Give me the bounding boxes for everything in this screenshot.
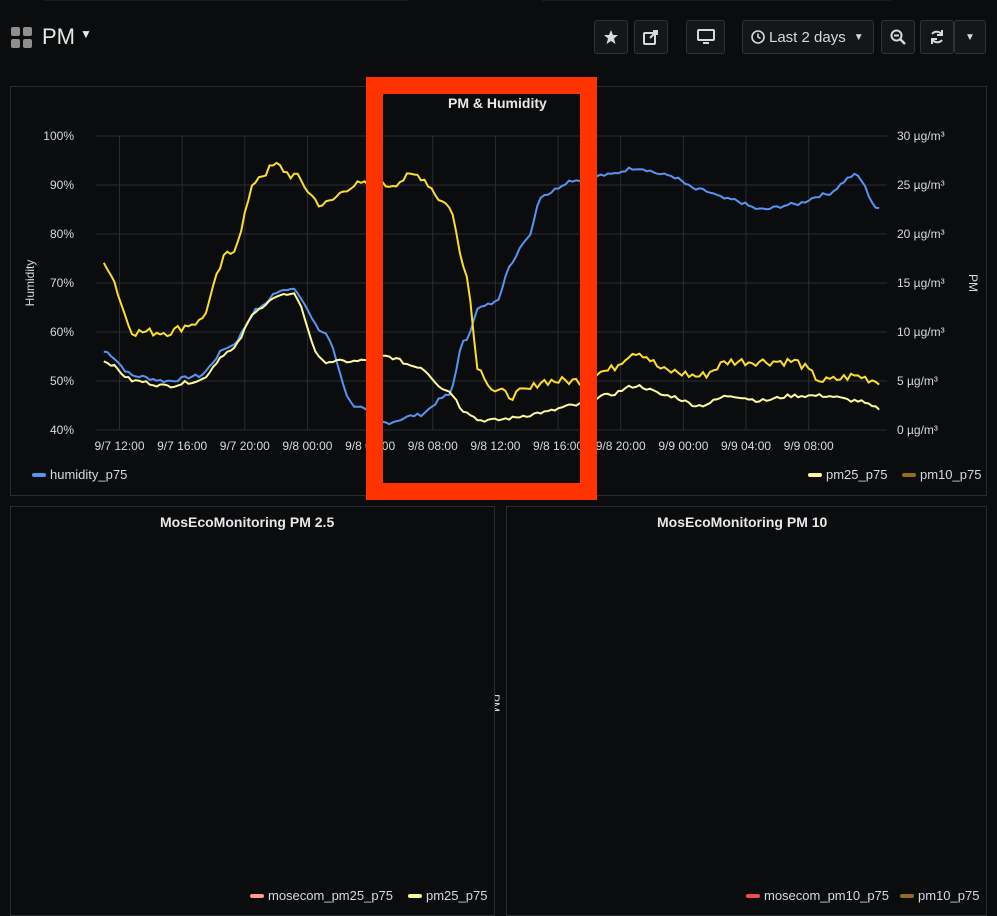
legend-swatch: [902, 472, 916, 477]
legend-label: humidity_p75: [50, 467, 128, 482]
panel-pm-humidity: [10, 86, 987, 496]
x-tick-label: 9/8 12:00: [470, 439, 520, 453]
share-button[interactable]: [634, 20, 668, 54]
time-range-label: Last 2 days: [769, 28, 846, 46]
legend-label: pm10_p75: [918, 888, 980, 903]
panel-title[interactable]: MosEcoMonitoring PM 2.5: [160, 514, 335, 530]
dashboard-navbar: PM ▼ Last 2 days ▼ ▼: [0, 0, 997, 76]
y-tick-label: 30 µg/m³: [897, 129, 945, 143]
x-tick-label: 9/7 16:00: [157, 439, 207, 453]
y-tick-label: 80%: [50, 227, 74, 241]
refresh-button[interactable]: [920, 20, 954, 54]
y-tick-label: 100%: [43, 129, 74, 143]
grid-icon[interactable]: [11, 27, 33, 49]
legend-swatch: [746, 893, 760, 898]
y-axis-label: PM: [966, 274, 980, 292]
legend-item-pm10[interactable]: pm10_p75: [900, 888, 979, 903]
legend-swatch: [808, 472, 822, 477]
x-tick-label: 9/7 12:00: [94, 439, 144, 453]
star-icon: [604, 30, 618, 44]
legend-item-mosecom-pm25[interactable]: mosecom_pm25_p75: [250, 888, 393, 903]
view-mode-button[interactable]: [686, 20, 725, 54]
share-icon: [643, 30, 658, 45]
star-button[interactable]: [594, 20, 628, 54]
dashboard-title[interactable]: PM: [42, 24, 75, 49]
panel-mosecom-pm25: [10, 506, 495, 916]
series-line-pm25: [102, 161, 880, 402]
refresh-interval-button[interactable]: ▼: [954, 20, 986, 54]
caret-down-icon: ▼: [965, 31, 975, 43]
legend-label: pm25_p75: [426, 888, 488, 903]
legend-item-pm25[interactable]: pm25_p75: [808, 467, 887, 482]
series-line-pm25-light: [103, 292, 880, 423]
x-tick-label: 9/7 20:00: [220, 439, 270, 453]
y-tick-label: 60%: [50, 325, 74, 339]
panel-mosecom-pm10: [506, 506, 987, 916]
chevron-down-icon: ▼: [853, 31, 864, 43]
legend-label: mosecom_pm10_p75: [764, 888, 890, 903]
time-picker-button[interactable]: Last 2 days ▼: [742, 20, 874, 54]
series-line-humidity: [103, 166, 880, 426]
monitor-icon: [696, 29, 715, 44]
legend-item-mosecom-pm10[interactable]: mosecom_pm10_p75: [746, 888, 889, 903]
y-tick-label: 50%: [50, 374, 74, 388]
zoom-out-button[interactable]: [881, 20, 915, 54]
legend-swatch: [32, 472, 46, 477]
x-tick-label: 9/8 16:00: [533, 439, 583, 453]
legend-item-pm25[interactable]: pm25_p75: [408, 888, 487, 903]
x-tick-label: 9/8 00:00: [282, 439, 332, 453]
y-tick-label: 20 µg/m³: [897, 227, 945, 241]
y-axis-label: Humidity: [23, 260, 37, 307]
x-tick-label: 9/8 08:00: [408, 439, 458, 453]
legend-swatch: [900, 893, 914, 898]
legend-label: mosecom_pm25_p75: [268, 888, 394, 903]
legend-label: pm25_p75: [826, 467, 888, 482]
legend-swatch: [250, 893, 264, 898]
x-tick-label: 9/9 08:00: [784, 439, 834, 453]
legend-swatch: [408, 893, 422, 898]
y-tick-label: 90%: [50, 178, 74, 192]
y-tick-label: 70%: [50, 276, 74, 290]
legend-item-humidity[interactable]: humidity_p75: [32, 467, 127, 482]
legend-item-pm10[interactable]: pm10_p75: [902, 467, 981, 482]
y-tick-label: 25 µg/m³: [897, 178, 945, 192]
y-tick-label: 40%: [50, 423, 74, 437]
y-tick-label: 5 µg/m³: [897, 374, 938, 388]
x-tick-label: 9/9 04:00: [721, 439, 771, 453]
x-tick-label: 9/9 00:00: [658, 439, 708, 453]
y-tick-label: 15 µg/m³: [897, 276, 945, 290]
refresh-icon: [931, 30, 943, 44]
legend-label: pm10_p75: [920, 467, 982, 482]
zoom-out-icon: [890, 29, 906, 45]
panel-title[interactable]: MosEcoMonitoring PM 10: [657, 514, 828, 530]
caret-down-icon[interactable]: ▼: [80, 27, 92, 41]
x-tick-label: 9/8 20:00: [596, 439, 646, 453]
y-tick-label: 10 µg/m³: [897, 325, 945, 339]
y-tick-label: 0 µg/m³: [897, 423, 938, 437]
highlight-box: [366, 77, 597, 500]
clock-icon: [751, 30, 765, 44]
panel-title[interactable]: PM & Humidity: [448, 95, 547, 111]
